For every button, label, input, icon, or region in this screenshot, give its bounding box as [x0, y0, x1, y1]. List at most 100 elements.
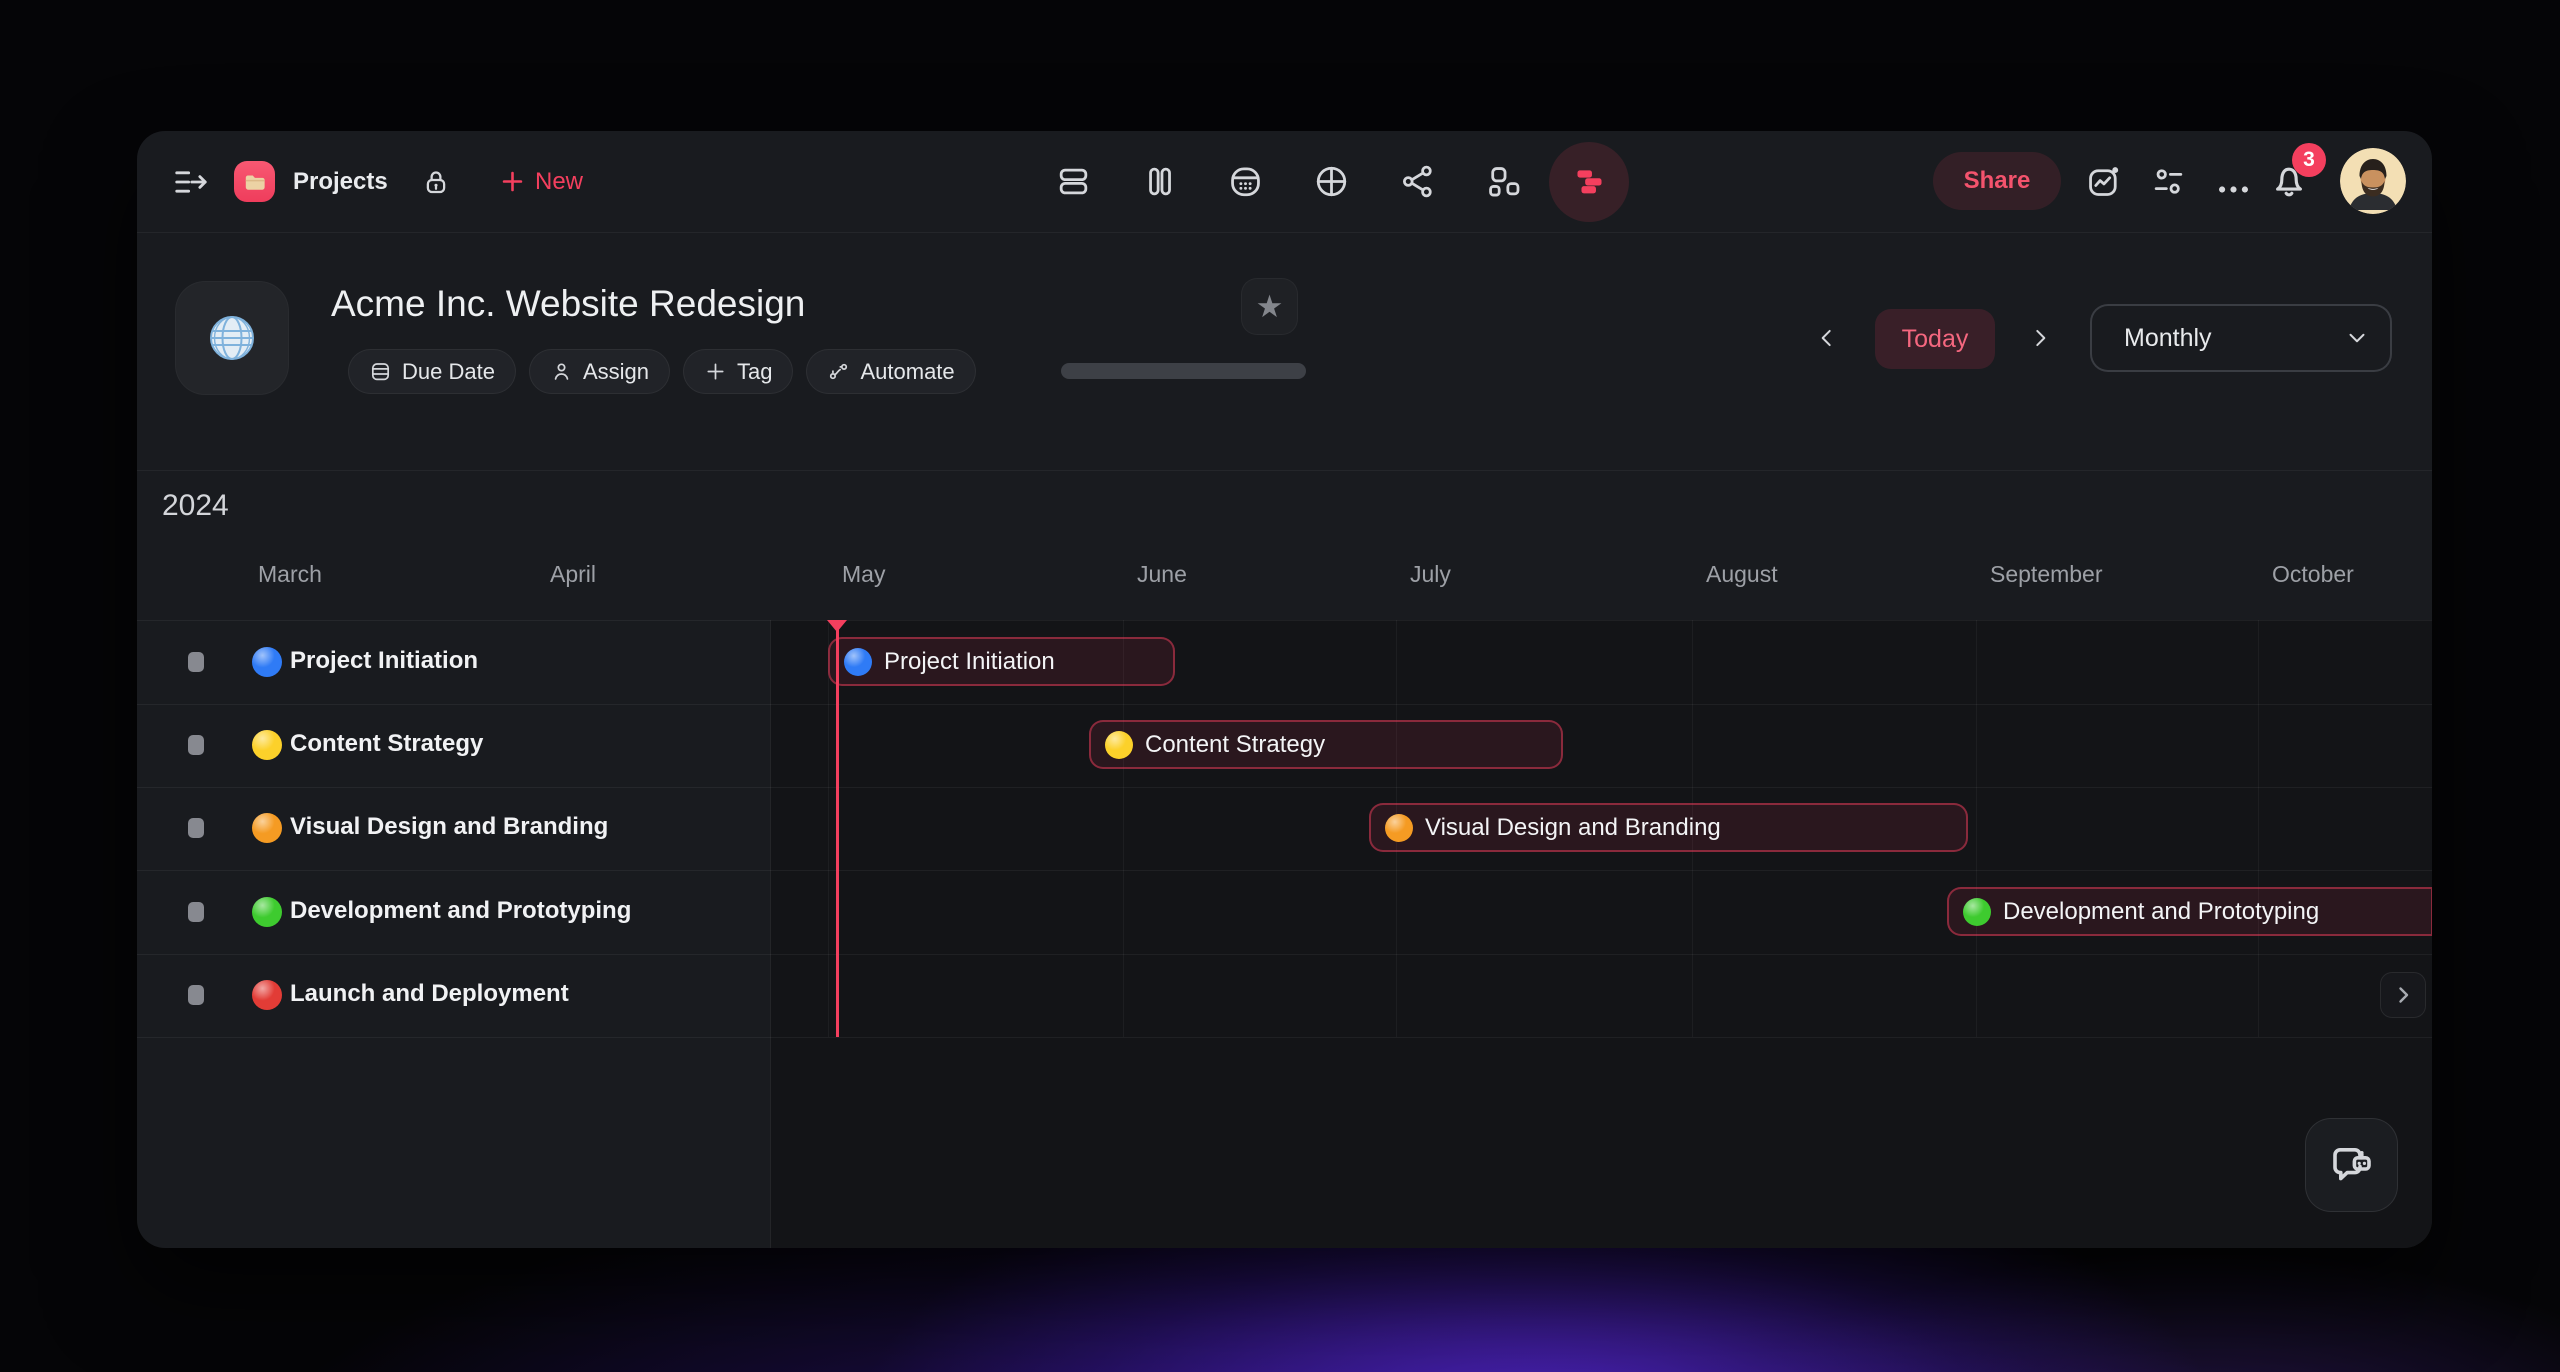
task-color-dot: [1963, 897, 1991, 926]
user-avatar[interactable]: [2340, 148, 2406, 214]
month-gridline: [828, 620, 829, 1037]
project-space-icon[interactable]: [234, 161, 275, 202]
view-mode-select[interactable]: Monthly: [2090, 304, 2392, 372]
month-gridline: [2258, 620, 2259, 1037]
lock-icon: [421, 167, 451, 197]
row-divider: [137, 954, 2432, 955]
automate-icon: [830, 363, 848, 380]
share-button-label: Share: [1963, 167, 2031, 194]
app-window: Projects New: [137, 131, 2432, 1248]
task-list-divider: [770, 620, 771, 1248]
star-icon: ★: [1255, 288, 1284, 324]
gantt-bar-label: Visual Design and Branding: [1425, 813, 1721, 841]
task-list-item[interactable]: Content Strategy: [290, 730, 484, 757]
timeline-next-button[interactable]: [2016, 314, 2064, 362]
today-marker-triangle: [827, 620, 847, 632]
ellipsis-icon: [2219, 186, 2248, 193]
gantt-bar[interactable]: Development and Prototyping: [1947, 887, 2432, 936]
automate-button[interactable]: Automate: [806, 349, 976, 394]
row-divider: [137, 870, 2432, 871]
calendar-view-icon: [1230, 167, 1260, 197]
sidebar-toggle-icon: [175, 171, 207, 193]
notifications-button[interactable]: 3: [2268, 143, 2326, 201]
view-switcher: [1033, 131, 1629, 232]
timeline-year: 2024: [162, 489, 229, 522]
plus-icon: [502, 171, 523, 192]
month-label: March: [258, 561, 322, 587]
gantt-view-icon: [1576, 170, 1602, 194]
drag-handle[interactable]: [188, 902, 204, 922]
task-color-dot: [252, 647, 282, 677]
chevron-down-icon: [2349, 333, 2365, 343]
month-label: October: [2272, 561, 2354, 587]
drag-handle[interactable]: [188, 735, 204, 755]
task-list-item[interactable]: Launch and Deployment: [290, 980, 569, 1007]
drag-handle[interactable]: [188, 652, 204, 672]
task-list-item[interactable]: Visual Design and Branding: [290, 813, 609, 840]
tag-button[interactable]: Tag: [683, 349, 794, 394]
task-color-dot: [252, 980, 282, 1010]
row-divider: [137, 787, 2432, 788]
tab-share-nodes-view[interactable]: [1377, 142, 1457, 222]
share-button[interactable]: Share: [1933, 152, 2061, 210]
drag-handle[interactable]: [188, 985, 204, 1005]
tag-label: Tag: [737, 358, 773, 384]
breadcrumb-projects[interactable]: Projects: [293, 167, 388, 195]
tab-calendar-view[interactable]: [1205, 142, 1285, 222]
task-color-dot: [252, 730, 282, 760]
pie-chart-view-icon: [1316, 166, 1346, 197]
month-label: May: [842, 561, 886, 587]
list-view-icon: [1059, 168, 1087, 195]
avatar-image: [2340, 148, 2406, 214]
month-label: September: [1990, 561, 2103, 587]
timeline-prev-button[interactable]: [1803, 314, 1851, 362]
sidebar-toggle-button[interactable]: [171, 162, 211, 202]
task-color-dot: [1385, 813, 1413, 842]
activity-button[interactable]: [2085, 163, 2122, 200]
new-button[interactable]: New: [499, 131, 583, 232]
task-list-item[interactable]: Project Initiation: [290, 647, 479, 674]
activity-icon: [2089, 167, 2119, 196]
top-toolbar: Projects New: [137, 131, 2432, 233]
tab-kanban-view[interactable]: [1119, 142, 1199, 222]
task-color-dot: [1105, 730, 1133, 759]
due-date-label: Due Date: [402, 358, 495, 384]
month-label: August: [1706, 561, 1778, 587]
tab-gantt-view[interactable]: [1549, 141, 1629, 222]
plus-icon: [707, 363, 724, 380]
gantt-bar-label: Project Initiation: [884, 647, 1055, 675]
tab-chart-view[interactable]: [1291, 142, 1371, 222]
project-progress-bar: [1061, 363, 1306, 379]
filter-settings-button[interactable]: [2150, 163, 2187, 200]
share-nodes-view-icon: [1402, 165, 1432, 198]
chevron-right-icon: [2399, 987, 2409, 1003]
drag-handle[interactable]: [188, 818, 204, 838]
month-gridline: [1123, 620, 1124, 1037]
gantt-bar[interactable]: Visual Design and Branding: [1369, 803, 1968, 852]
kanban-view-icon: [1148, 167, 1171, 196]
gantt-bar[interactable]: Content Strategy: [1089, 720, 1563, 769]
gantt-bar[interactable]: Project Initiation: [828, 637, 1175, 686]
task-list-item[interactable]: Development and Prototyping: [290, 897, 632, 924]
chevron-right-icon: [2036, 329, 2046, 347]
month-label: June: [1137, 561, 1187, 587]
quick-actions-row: Due Date Assign Tag: [348, 349, 976, 394]
view-mode-value: Monthly: [2124, 323, 2212, 352]
today-marker-line: [836, 620, 839, 1037]
tab-mindmap-view[interactable]: [1463, 142, 1543, 222]
calendar-icon: [371, 363, 390, 381]
page-title: Acme Inc. Website Redesign: [331, 283, 806, 324]
favorite-button[interactable]: ★: [1241, 278, 1298, 335]
scroll-to-bar-button[interactable]: [2380, 972, 2426, 1018]
ai-assistant-button[interactable]: [2305, 1118, 2398, 1212]
tab-list-view[interactable]: [1033, 142, 1113, 222]
project-avatar[interactable]: [175, 281, 289, 395]
assign-button[interactable]: Assign: [528, 349, 670, 394]
today-button[interactable]: Today: [1875, 309, 1995, 369]
row-divider: [137, 1037, 2432, 1038]
mindmap-view-icon: [1488, 167, 1519, 197]
task-color-dot: [844, 647, 872, 676]
assign-label: Assign: [582, 358, 649, 384]
more-options-button[interactable]: [2215, 171, 2252, 208]
due-date-button[interactable]: Due Date: [348, 349, 516, 394]
